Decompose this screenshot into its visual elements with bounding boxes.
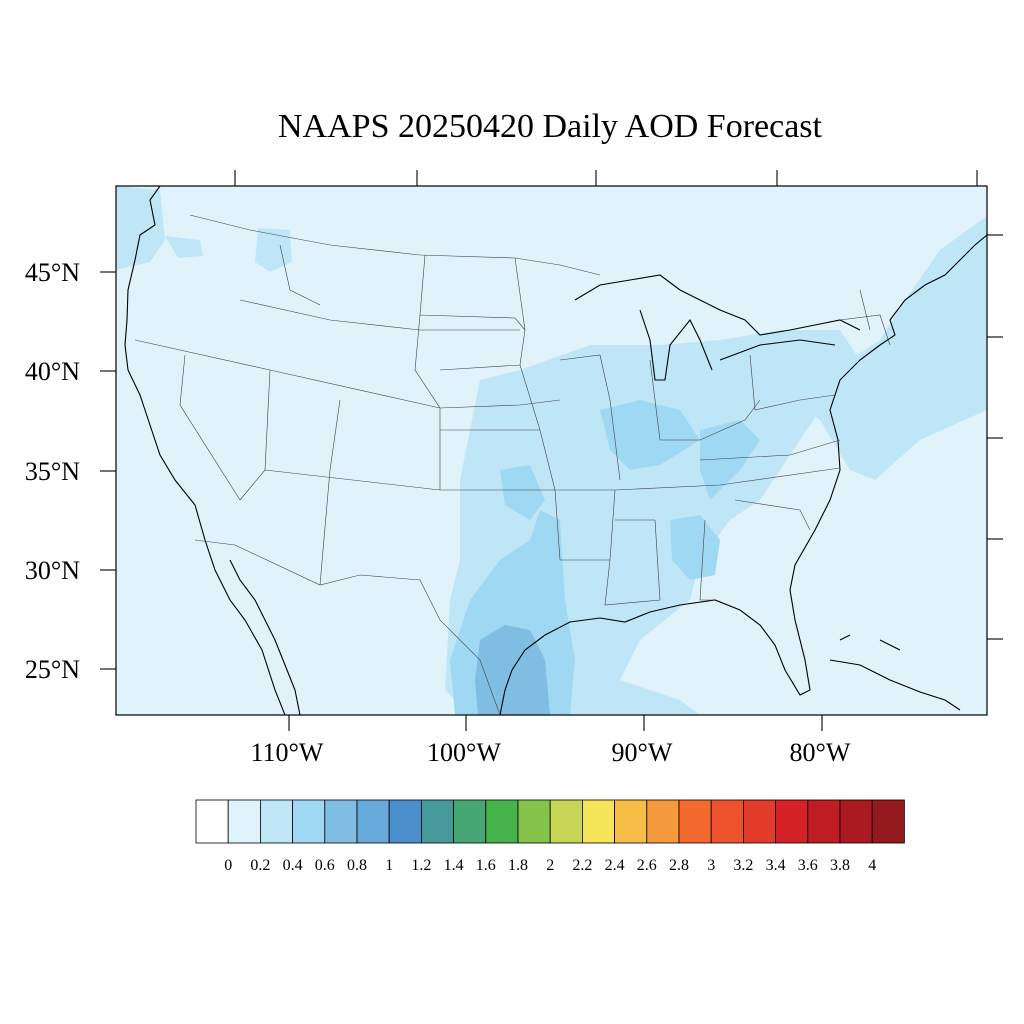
- aod-plume-atlantic: [790, 216, 987, 480]
- colorbar-swatch: [356, 799, 390, 844]
- colorbar-tick-label: 2.6: [637, 857, 657, 874]
- colorbar-swatch: [807, 799, 841, 844]
- colorbar-swatch: [743, 799, 777, 844]
- colorbar-swatch: [195, 799, 229, 844]
- colorbar-swatch: [582, 799, 616, 844]
- colorbar-swatch: [710, 799, 744, 844]
- latitude-labels: 45°N 40°N 35°N 30°N 25°N: [25, 258, 80, 684]
- lon-label: 110°W: [251, 738, 324, 767]
- lat-label: 30°N: [25, 556, 80, 585]
- aod-patch-idaho: [255, 228, 292, 272]
- colorbar-tick-label: 1.8: [508, 857, 528, 874]
- aod-plume-northwest: [116, 186, 165, 270]
- political-boundaries: [134, 214, 891, 715]
- colorbar-swatch: [227, 799, 261, 844]
- colorbar-swatch: [420, 799, 454, 844]
- colorbar-tick-label: 2.4: [605, 857, 625, 874]
- baja-coastline: [229, 559, 301, 715]
- aod-core-georgia: [670, 515, 720, 580]
- colorbar-swatch: [775, 799, 809, 844]
- colorbar-swatch: [388, 799, 422, 844]
- colorbar-tick-label: 0: [224, 857, 232, 874]
- lat-label: 25°N: [25, 655, 80, 684]
- colorbar-swatch: [292, 799, 326, 844]
- colorbar-tick-label: 1.4: [444, 857, 464, 874]
- lat-label: 45°N: [25, 258, 80, 287]
- gulf-mexico-coastline: [499, 334, 896, 715]
- colorbar-tick-label: 3.2: [733, 857, 753, 874]
- colorbar-tick-label: 0.2: [250, 857, 270, 874]
- colorbar-tick-label: 2.8: [669, 857, 689, 874]
- mexico-border: [194, 539, 501, 715]
- pacific-coastline: [124, 186, 286, 715]
- colorbar-tick-label: 3.4: [766, 857, 786, 874]
- colorbar-swatch: [549, 799, 583, 844]
- lon-label: 80°W: [790, 738, 851, 767]
- state-lines: [134, 244, 891, 606]
- colorbar-swatch: [517, 799, 551, 844]
- aod-core-kentucky: [700, 420, 760, 500]
- lon-label: 90°W: [612, 738, 673, 767]
- map-panel: [115, 185, 988, 716]
- lat-label: 35°N: [25, 457, 80, 486]
- colorbar-swatch: [324, 799, 358, 844]
- canada-border: [189, 214, 601, 276]
- axis-ticks: [100, 170, 1003, 731]
- colorbar-swatch: [453, 799, 487, 844]
- map-frame: [115, 185, 988, 716]
- map-title: NAAPS 20250420 Daily AOD Forecast: [278, 108, 822, 145]
- colorbar-swatch: [678, 799, 712, 844]
- aod-colorbar: 0 0.2 0.4 0.6 0.8 1 1.2 1.4 1.6 1.8 2 2.2 2.4 2.6 2.8 3…: [195, 799, 905, 874]
- colorbar-tick-label: 1.6: [476, 857, 496, 874]
- coastlines: [124, 186, 987, 715]
- colorbar-tick-label: 0.4: [283, 857, 303, 874]
- colorbar-swatch: [485, 799, 519, 844]
- northeast-coastline: [889, 234, 987, 336]
- colorbar-swatch: [839, 799, 873, 844]
- aod-core-oklahoma: [500, 465, 545, 520]
- colorbar-tick-label: 3.6: [798, 857, 818, 874]
- aod-core-midwest: [600, 400, 700, 470]
- lat-label: 40°N: [25, 357, 80, 386]
- colorbar-tick-label: 4: [868, 857, 876, 874]
- colorbar-swatch: [646, 799, 680, 844]
- colorbar-tick-label: 1.2: [411, 857, 431, 874]
- colorbar-swatch: [871, 799, 905, 844]
- aod-patch-washington: [165, 236, 203, 258]
- longitude-labels: 110°W 100°W 90°W 80°W: [251, 738, 851, 767]
- lon-label: 100°W: [427, 738, 501, 767]
- colorbar-swatch: [259, 799, 293, 844]
- colorbar-swatch: [614, 799, 648, 844]
- colorbar-tick-label: 1: [385, 857, 393, 874]
- colorbar-tick-label: 0.8: [347, 857, 367, 874]
- great-lakes-outline: [574, 274, 861, 381]
- aod-shading: [116, 186, 987, 715]
- cuba-bahamas-coast: [829, 634, 961, 711]
- colorbar-tick-label: 3: [707, 857, 715, 874]
- colorbar-tick-label: 3.8: [830, 857, 850, 874]
- colorbar-tick-label: 0.6: [315, 857, 335, 874]
- colorbar-tick-label: 2: [546, 857, 554, 874]
- colorbar-tick-label: 2.2: [572, 857, 592, 874]
